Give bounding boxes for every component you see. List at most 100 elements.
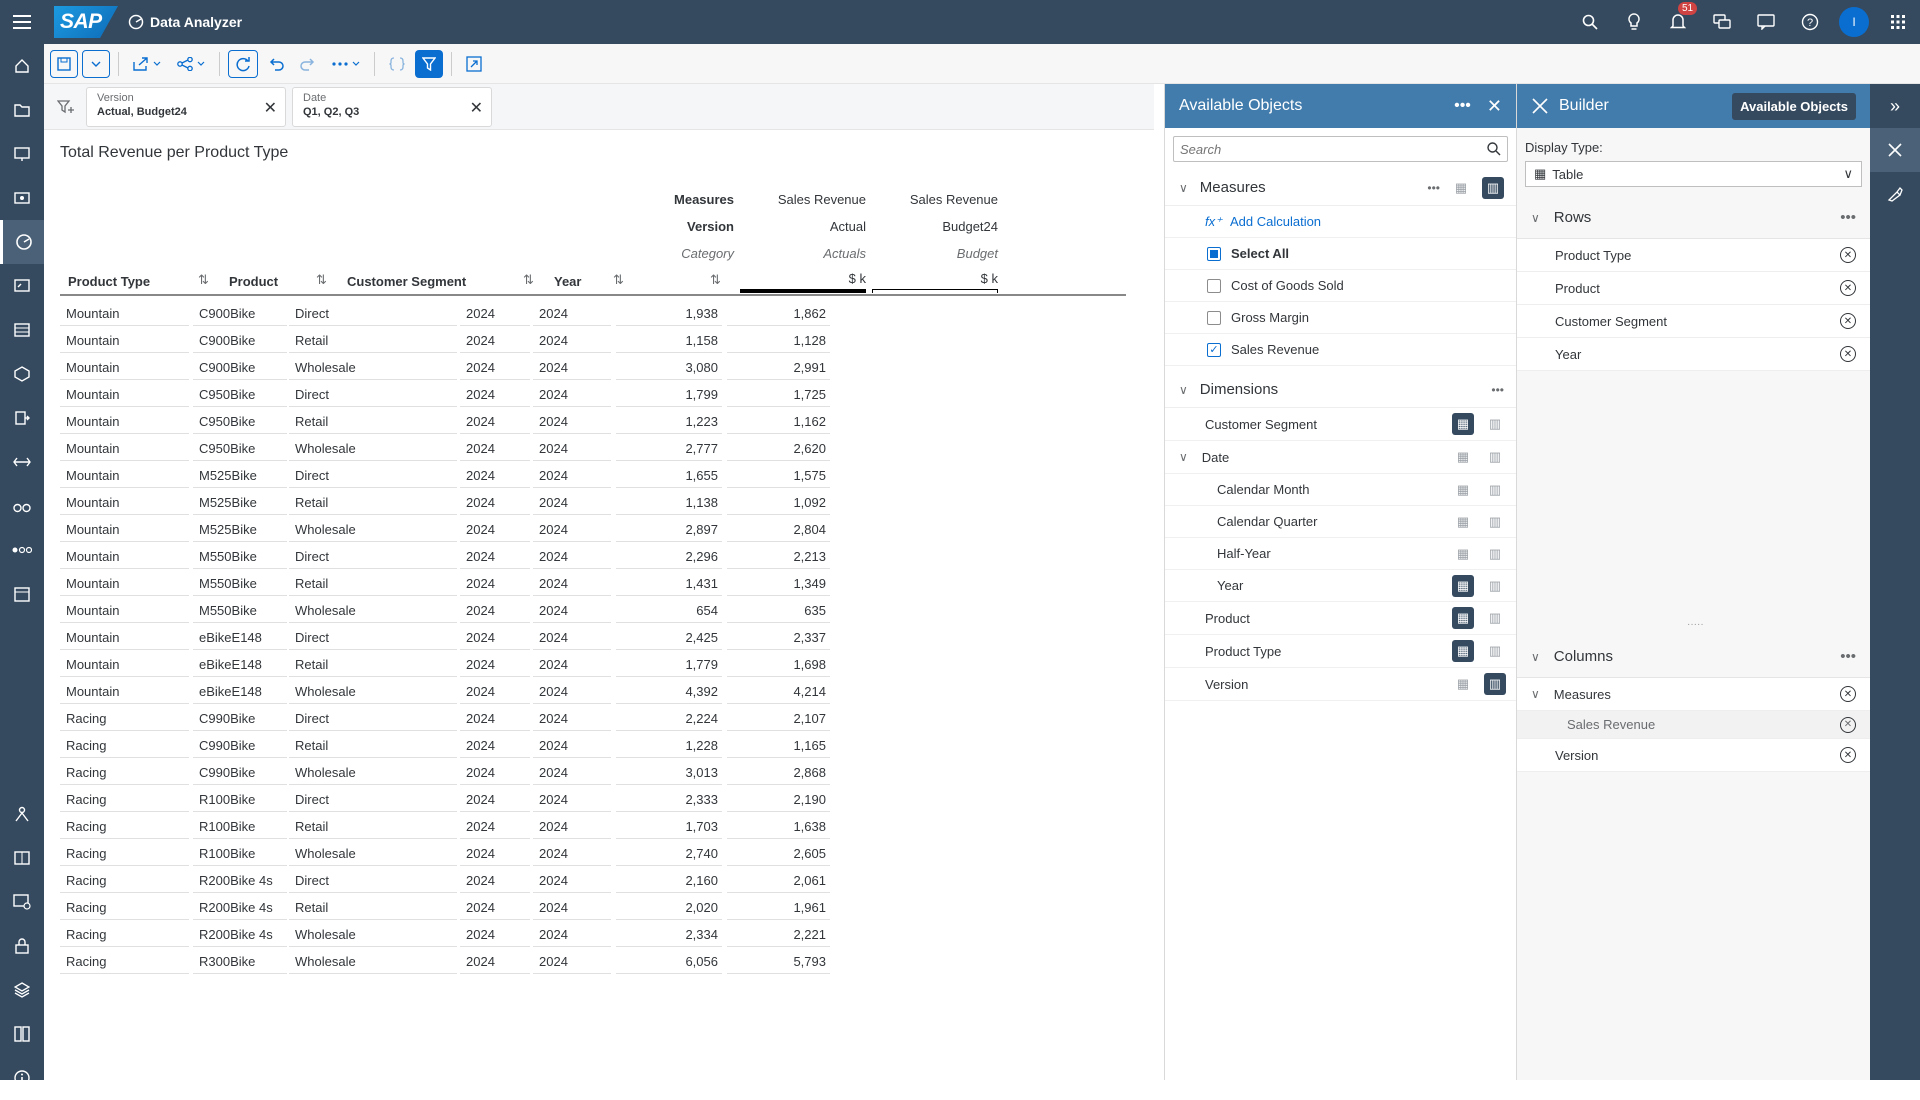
column-header-product[interactable]: Product <box>229 274 279 289</box>
cell-actual-revenue[interactable]: 2,897 <box>616 522 722 542</box>
cell-budget-revenue[interactable]: 1,725 <box>727 387 830 407</box>
filter-chip-date[interactable]: Date Q1, Q2, Q3 ✕ <box>292 86 492 127</box>
cell-customer-segment[interactable]: Direct <box>289 549 457 569</box>
chevron-down-icon[interactable]: ∨ <box>1179 382 1188 397</box>
redo-button[interactable] <box>294 50 322 78</box>
cell-year-2[interactable]: 2024 <box>533 846 611 866</box>
checkbox-checked[interactable]: ✓ <box>1207 342 1221 357</box>
lightbulb-icon[interactable] <box>1612 0 1656 44</box>
dimension-item[interactable]: Calendar Month ▦ ▥ <box>1165 474 1516 506</box>
dimension-item[interactable]: Customer Segment ▦ ▥ <box>1165 408 1516 441</box>
cell-product-type[interactable]: Mountain <box>60 468 189 488</box>
cell-customer-segment[interactable]: Wholesale <box>289 927 457 947</box>
cell-product-type[interactable]: Racing <box>60 738 189 758</box>
cell-product-type[interactable]: Racing <box>60 765 189 785</box>
cell-product-type[interactable]: Mountain <box>60 360 189 380</box>
cell-actual-revenue[interactable]: 1,431 <box>616 576 722 596</box>
more-icon[interactable]: ••• <box>1427 180 1440 195</box>
columns-axis-icon[interactable]: ▥ <box>1488 610 1502 625</box>
cell-year[interactable]: 2024 <box>460 927 530 947</box>
table-row[interactable]: Mountain M550Bike Wholesale 2024 2024 654 635 <box>60 597 1120 624</box>
add-calculation-link[interactable]: fx⁺ Add Calculation <box>1165 206 1516 238</box>
cell-product[interactable]: M550Bike <box>193 576 287 596</box>
cell-actual-revenue[interactable]: 1,223 <box>616 414 722 434</box>
cell-year[interactable]: 2024 <box>460 657 530 677</box>
cell-budget-revenue[interactable]: 2,620 <box>727 441 830 461</box>
cell-product[interactable]: eBikeE148 <box>193 657 287 677</box>
cell-actual-revenue[interactable]: 1,799 <box>616 387 722 407</box>
cell-product[interactable]: R200Bike 4s <box>193 873 287 893</box>
close-icon[interactable]: ✕ <box>263 99 277 117</box>
rows-axis-icon[interactable]: ▦ <box>1452 607 1474 629</box>
remove-icon[interactable]: ✕ <box>1840 686 1856 702</box>
cell-actual-revenue[interactable]: 2,333 <box>616 792 722 812</box>
columns-axis-icon[interactable]: ▥ <box>1488 643 1502 658</box>
columns-axis-icon[interactable]: ▥ <box>1484 673 1506 695</box>
undo-button[interactable] <box>262 50 290 78</box>
table-row[interactable]: Mountain C900Bike Direct 2024 2024 1,938 1,862 <box>60 300 1120 327</box>
cell-product-type[interactable]: Mountain <box>60 684 189 704</box>
cell-year-2[interactable]: 2024 <box>533 738 611 758</box>
cell-product-type[interactable]: Mountain <box>60 522 189 542</box>
search-field[interactable] <box>1173 136 1508 162</box>
cell-customer-segment[interactable]: Wholesale <box>289 360 457 380</box>
cell-product[interactable]: M525Bike <box>193 522 287 542</box>
cell-product-type[interactable]: Mountain <box>60 441 189 461</box>
table-row[interactable]: Racing R300Bike Wholesale 2024 2024 6,056 5,79… <box>60 948 1120 975</box>
cell-actual-revenue[interactable]: 654 <box>616 603 722 623</box>
cell-customer-segment[interactable]: Retail <box>289 819 457 839</box>
save-dropdown-button[interactable] <box>82 49 110 78</box>
styling-tab-icon[interactable] <box>1870 172 1920 216</box>
cell-budget-revenue[interactable]: 1,162 <box>727 414 830 434</box>
sort-icon[interactable]: ⇅ <box>613 272 624 287</box>
cell-product[interactable]: R200Bike 4s <box>193 927 287 947</box>
cell-product-type[interactable]: Racing <box>60 792 189 812</box>
measure-item[interactable]: Gross Margin <box>1165 302 1516 334</box>
remove-icon[interactable]: ✕ <box>1840 280 1856 296</box>
cell-actual-revenue[interactable]: 1,158 <box>616 333 722 353</box>
cell-product-type[interactable]: Mountain <box>60 657 189 677</box>
dimension-item[interactable]: Year ▦ ▥ <box>1165 570 1516 602</box>
collapse-panel-icon[interactable]: » <box>1889 95 1900 116</box>
checkbox-partial[interactable] <box>1207 246 1221 261</box>
system-icon[interactable] <box>0 1012 44 1056</box>
close-icon[interactable]: ✕ <box>1486 95 1502 116</box>
cell-year-2[interactable]: 2024 <box>533 522 611 542</box>
cell-customer-segment[interactable]: Retail <box>289 576 457 596</box>
table-row[interactable]: Mountain M525Bike Direct 2024 2024 1,655 1,575 <box>60 462 1120 489</box>
columns-axis-icon[interactable]: ▥ <box>1488 449 1502 464</box>
measures-section-header[interactable]: ∨ Measures ••• ▦ ▥ <box>1165 170 1516 206</box>
cell-year[interactable]: 2024 <box>460 414 530 434</box>
sort-icon[interactable]: ⇅ <box>316 272 327 287</box>
export-button[interactable] <box>127 50 167 78</box>
cell-customer-segment[interactable]: Direct <box>289 387 457 407</box>
cell-actual-revenue[interactable]: 2,296 <box>616 549 722 569</box>
cell-customer-segment[interactable]: Wholesale <box>289 954 457 974</box>
cell-product[interactable]: M525Bike <box>193 468 287 488</box>
cell-customer-segment[interactable]: Wholesale <box>289 603 457 623</box>
cell-product-type[interactable]: Racing <box>60 873 189 893</box>
filter-chip-version[interactable]: Version Actual, Budget24 ✕ <box>86 86 286 127</box>
refresh-button[interactable] <box>228 49 258 78</box>
table-row[interactable]: Mountain eBikeE148 Wholesale 2024 2024 4,392 4… <box>60 678 1120 705</box>
cell-budget-revenue[interactable]: 1,698 <box>727 657 830 677</box>
columns-axis-icon[interactable]: ▥ <box>1488 481 1502 497</box>
cell-customer-segment[interactable]: Direct <box>289 630 457 650</box>
cell-customer-segment[interactable]: Direct <box>289 468 457 488</box>
table-row[interactable]: Mountain C950Bike Direct 2024 2024 1,799 1,725 <box>60 381 1120 408</box>
users-icon[interactable] <box>0 792 44 836</box>
transport-icon[interactable] <box>0 440 44 484</box>
add-filter-icon[interactable] <box>56 97 76 117</box>
stories-icon[interactable] <box>0 132 44 176</box>
cell-actual-revenue[interactable]: 2,425 <box>616 630 722 650</box>
cell-actual-revenue[interactable]: 1,703 <box>616 819 722 839</box>
cell-year-2[interactable]: 2024 <box>533 360 611 380</box>
cell-product-type[interactable]: Mountain <box>60 306 189 326</box>
measure-item[interactable]: ✓ Sales Revenue <box>1165 334 1516 366</box>
cell-product[interactable]: C950Bike <box>193 441 287 461</box>
dimension-item[interactable]: Calendar Quarter ▦ ▥ <box>1165 506 1516 538</box>
cell-year-2[interactable]: 2024 <box>533 792 611 812</box>
connections-icon[interactable] <box>0 528 44 572</box>
cell-year-2[interactable]: 2024 <box>533 576 611 596</box>
cell-year[interactable]: 2024 <box>460 765 530 785</box>
